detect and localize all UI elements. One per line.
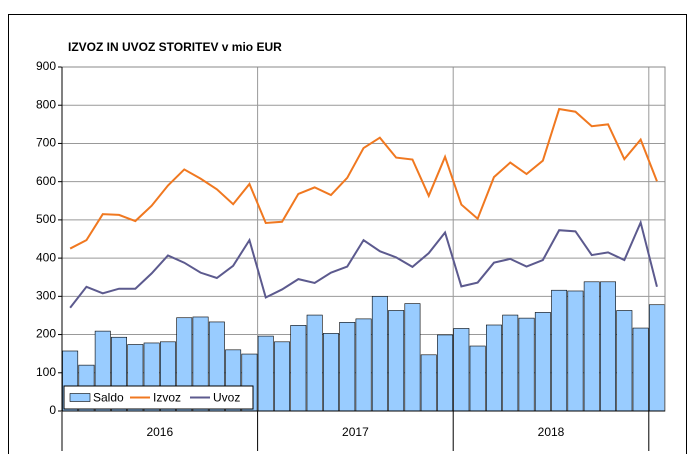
y-tick-label: 700 [36,136,56,150]
bar [583,281,600,412]
bar [290,325,307,412]
x-group-label: 2018 [538,425,565,439]
bar [453,328,470,412]
y-tick-label: 100 [36,365,56,379]
bar [339,322,356,412]
bar [306,314,323,412]
bar [322,333,339,412]
y-tick-label: 0 [49,403,56,417]
x-group-label: 2017 [342,425,369,439]
legend-label: Saldo [93,391,124,405]
bar [551,289,568,412]
bar [420,354,437,412]
y-tick-label: 500 [36,212,56,226]
bar [371,296,388,412]
bar [616,310,633,412]
bar [469,345,486,412]
legend-label: Uvoz [213,391,240,405]
line [69,219,658,309]
y-tick-label: 900 [36,59,56,73]
bar [274,341,290,412]
y-tick-label: 600 [36,174,56,188]
chart-title: IZVOZ IN UVOZ STORITEV v mio EUR [68,40,282,54]
bar [534,312,551,412]
bar [502,314,519,412]
legend-swatch [69,393,91,402]
y-tick-label: 400 [36,250,56,264]
bar [632,327,649,412]
bar [485,324,502,412]
bar [388,310,405,412]
line [69,107,658,250]
bar [355,318,372,412]
bar [600,281,617,412]
y-tick-label: 800 [36,97,56,111]
y-tick-label: 200 [36,327,56,341]
legend-box [63,385,254,410]
y-tick-label: 300 [36,289,56,303]
legend-label: Izvoz [153,391,181,405]
bar [404,303,421,412]
bar [437,334,453,412]
bar [648,304,665,412]
bar [567,290,584,412]
bar [518,317,535,412]
x-group-label: 2016 [146,425,173,439]
bar [257,335,274,412]
